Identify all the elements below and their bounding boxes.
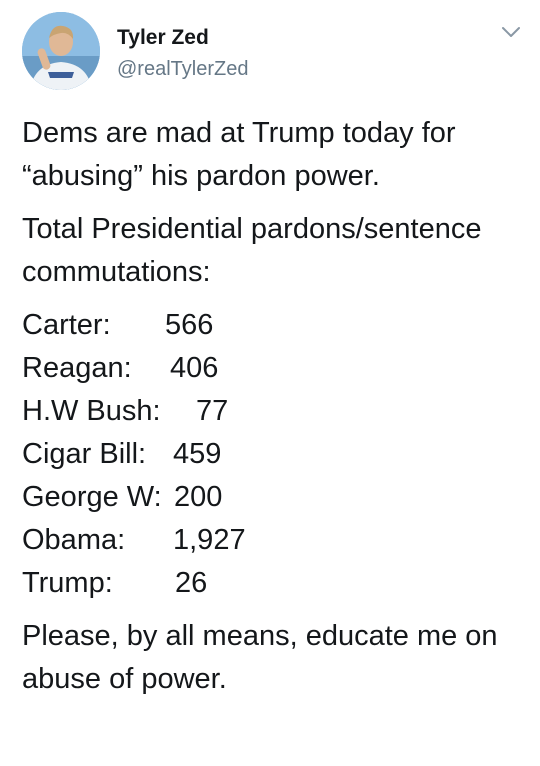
list-item: H.W Bush: 77 <box>22 390 522 433</box>
profile-photo-icon <box>22 12 100 90</box>
tweet-header: Tyler Zed @realTylerZed <box>22 12 522 92</box>
president-name: George W: <box>22 481 162 513</box>
chevron-down-icon[interactable] <box>500 24 522 40</box>
president-name: Cigar Bill: <box>22 438 147 470</box>
user-handle[interactable]: @realTylerZed <box>117 58 249 80</box>
pardon-count: 200 <box>174 481 223 513</box>
list-item: George W: 200 <box>22 476 522 519</box>
list-heading: Total Presidential pardons/sentence comm… <box>22 213 482 288</box>
pardon-count: 1,927 <box>173 524 246 556</box>
pardon-count: 406 <box>170 352 219 384</box>
pardon-count: 566 <box>165 309 214 341</box>
display-name[interactable]: Tyler Zed <box>117 26 209 49</box>
tweet-intro: Dems are mad at Trump today for “abusing… <box>22 117 456 192</box>
list-item: Obama: 1,927 <box>22 519 522 562</box>
list-item: Cigar Bill: 459 <box>22 433 522 476</box>
list-item: Reagan: 406 <box>22 347 522 390</box>
tweet-closing: Please, by all means, educate me on abus… <box>22 620 498 695</box>
avatar[interactable] <box>22 12 100 90</box>
list-item: Trump: 26 <box>22 562 522 605</box>
president-name: Carter: <box>22 309 111 341</box>
list-item: Carter: 566 <box>22 304 522 347</box>
president-name: Reagan: <box>22 352 132 384</box>
president-name: Obama: <box>22 524 126 556</box>
president-name: H.W Bush: <box>22 395 161 427</box>
tweet-text: Dems are mad at Trump today for “abusing… <box>22 112 522 711</box>
pardon-list: Carter: 566 Reagan: 406 H.W Bush: 77 Cigar … <box>22 304 522 605</box>
pardon-count: 459 <box>173 438 222 470</box>
president-name: Trump: <box>22 567 113 599</box>
pardon-count: 26 <box>175 567 208 599</box>
pardon-count: 77 <box>196 395 229 427</box>
